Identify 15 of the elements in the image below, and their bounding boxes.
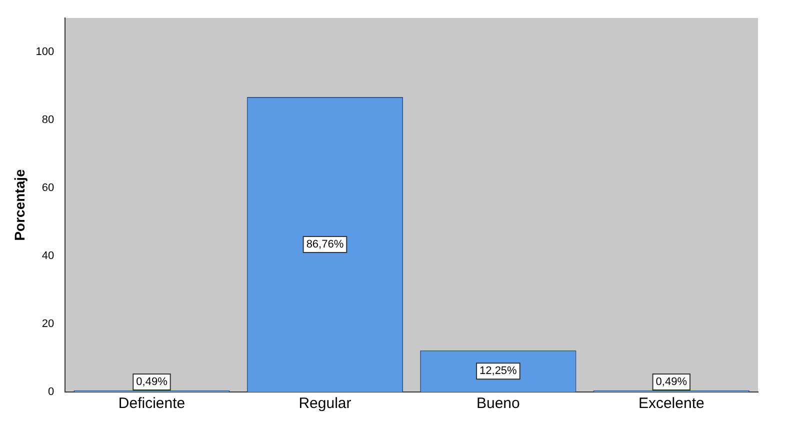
y-tick-label: 20 bbox=[42, 318, 54, 330]
x-tick-label: Deficiente bbox=[118, 395, 186, 412]
y-axis-title: Porcentaje bbox=[11, 168, 28, 241]
y-tick-label: 80 bbox=[42, 114, 54, 126]
y-tick-label: 100 bbox=[36, 46, 54, 58]
data-label: 86,76% bbox=[306, 238, 344, 251]
x-tick-label: Bueno bbox=[476, 395, 520, 412]
y-tick-label: 0 bbox=[48, 386, 54, 398]
data-label: 0,49% bbox=[136, 376, 168, 388]
data-label: 12,25% bbox=[480, 365, 518, 378]
y-tick-label: 60 bbox=[42, 182, 54, 194]
y-tick-label: 40 bbox=[42, 250, 54, 262]
x-tick-label: Excelente bbox=[638, 395, 704, 412]
x-tick-label: Regular bbox=[298, 395, 352, 412]
data-label: 0,49% bbox=[656, 376, 688, 388]
